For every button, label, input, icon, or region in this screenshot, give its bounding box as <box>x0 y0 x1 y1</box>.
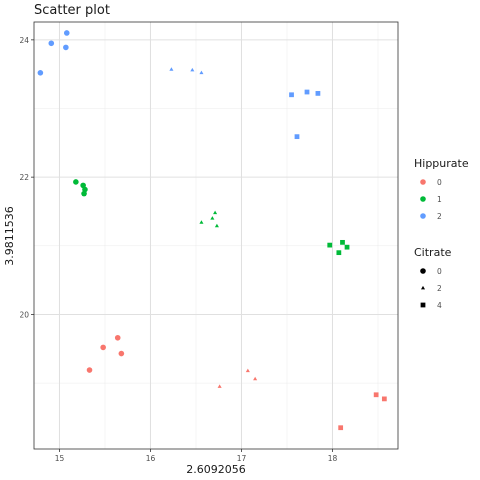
data-point <box>214 223 219 228</box>
legend-shape-key <box>420 285 426 290</box>
legend-shape-label: 0 <box>437 267 442 276</box>
y-tick-label: 20 <box>19 310 29 319</box>
legend-color-key <box>420 179 426 185</box>
y-axis-title: 3.9811536 <box>3 206 16 266</box>
data-point <box>100 344 106 351</box>
y-tick-label: 22 <box>19 173 29 182</box>
data-point <box>213 210 218 215</box>
legend-color-label: 1 <box>437 195 442 204</box>
data-point <box>336 250 342 256</box>
legend-color-items: 0 1 2 <box>420 178 442 221</box>
data-point <box>253 376 258 381</box>
data-point <box>73 179 79 185</box>
plot-panel <box>33 21 399 450</box>
legend-color-label: 2 <box>437 212 442 221</box>
x-tick-label: 17 <box>237 454 247 463</box>
legend-shape-key <box>420 268 426 274</box>
data-point <box>37 70 44 76</box>
legend-shape-items: 0 2 4 <box>420 267 442 310</box>
legend-shape-title: Citrate <box>414 246 452 259</box>
data-point <box>199 70 204 75</box>
data-point <box>217 384 222 388</box>
data-point <box>210 216 215 220</box>
legend: Hippurate 0 1 2 Citrate 0 2 4 <box>414 157 469 310</box>
data-point <box>48 40 55 47</box>
data-point <box>315 91 321 96</box>
panel-border <box>33 21 399 450</box>
data-point <box>190 67 195 72</box>
legend-shape-key <box>420 302 426 308</box>
data-point <box>63 30 70 36</box>
x-axis: 15 16 17 18 <box>55 449 338 463</box>
x-tick-label: 18 <box>328 454 338 463</box>
data-point <box>327 242 333 248</box>
data-point <box>340 239 345 245</box>
x-tick-label: 15 <box>55 454 65 463</box>
legend-color-title: Hippurate <box>414 157 469 170</box>
legend-shape-label: 2 <box>437 284 442 293</box>
y-tick-label: 24 <box>19 36 29 45</box>
data-points <box>37 30 387 431</box>
data-point <box>381 396 387 402</box>
data-point <box>245 368 250 373</box>
data-point <box>118 350 125 357</box>
data-point <box>373 392 379 398</box>
y-axis: 20 22 24 <box>19 36 34 319</box>
x-axis-title: 2.6092056 <box>186 463 246 476</box>
chart-title: Scatter plot <box>34 3 110 18</box>
data-point <box>344 244 350 250</box>
legend-shape-label: 4 <box>437 301 442 310</box>
x-tick-label: 16 <box>146 454 156 463</box>
data-point <box>169 67 174 71</box>
data-point <box>114 334 121 341</box>
data-point <box>338 425 344 431</box>
legend-color-key <box>420 196 426 202</box>
data-point <box>81 190 87 197</box>
data-point <box>199 220 204 224</box>
data-point <box>86 367 93 373</box>
data-point <box>289 92 294 98</box>
data-point <box>63 44 69 51</box>
legend-color-label: 0 <box>437 178 442 187</box>
data-point <box>304 89 310 95</box>
legend-color-key <box>420 213 426 219</box>
data-point <box>294 134 300 140</box>
